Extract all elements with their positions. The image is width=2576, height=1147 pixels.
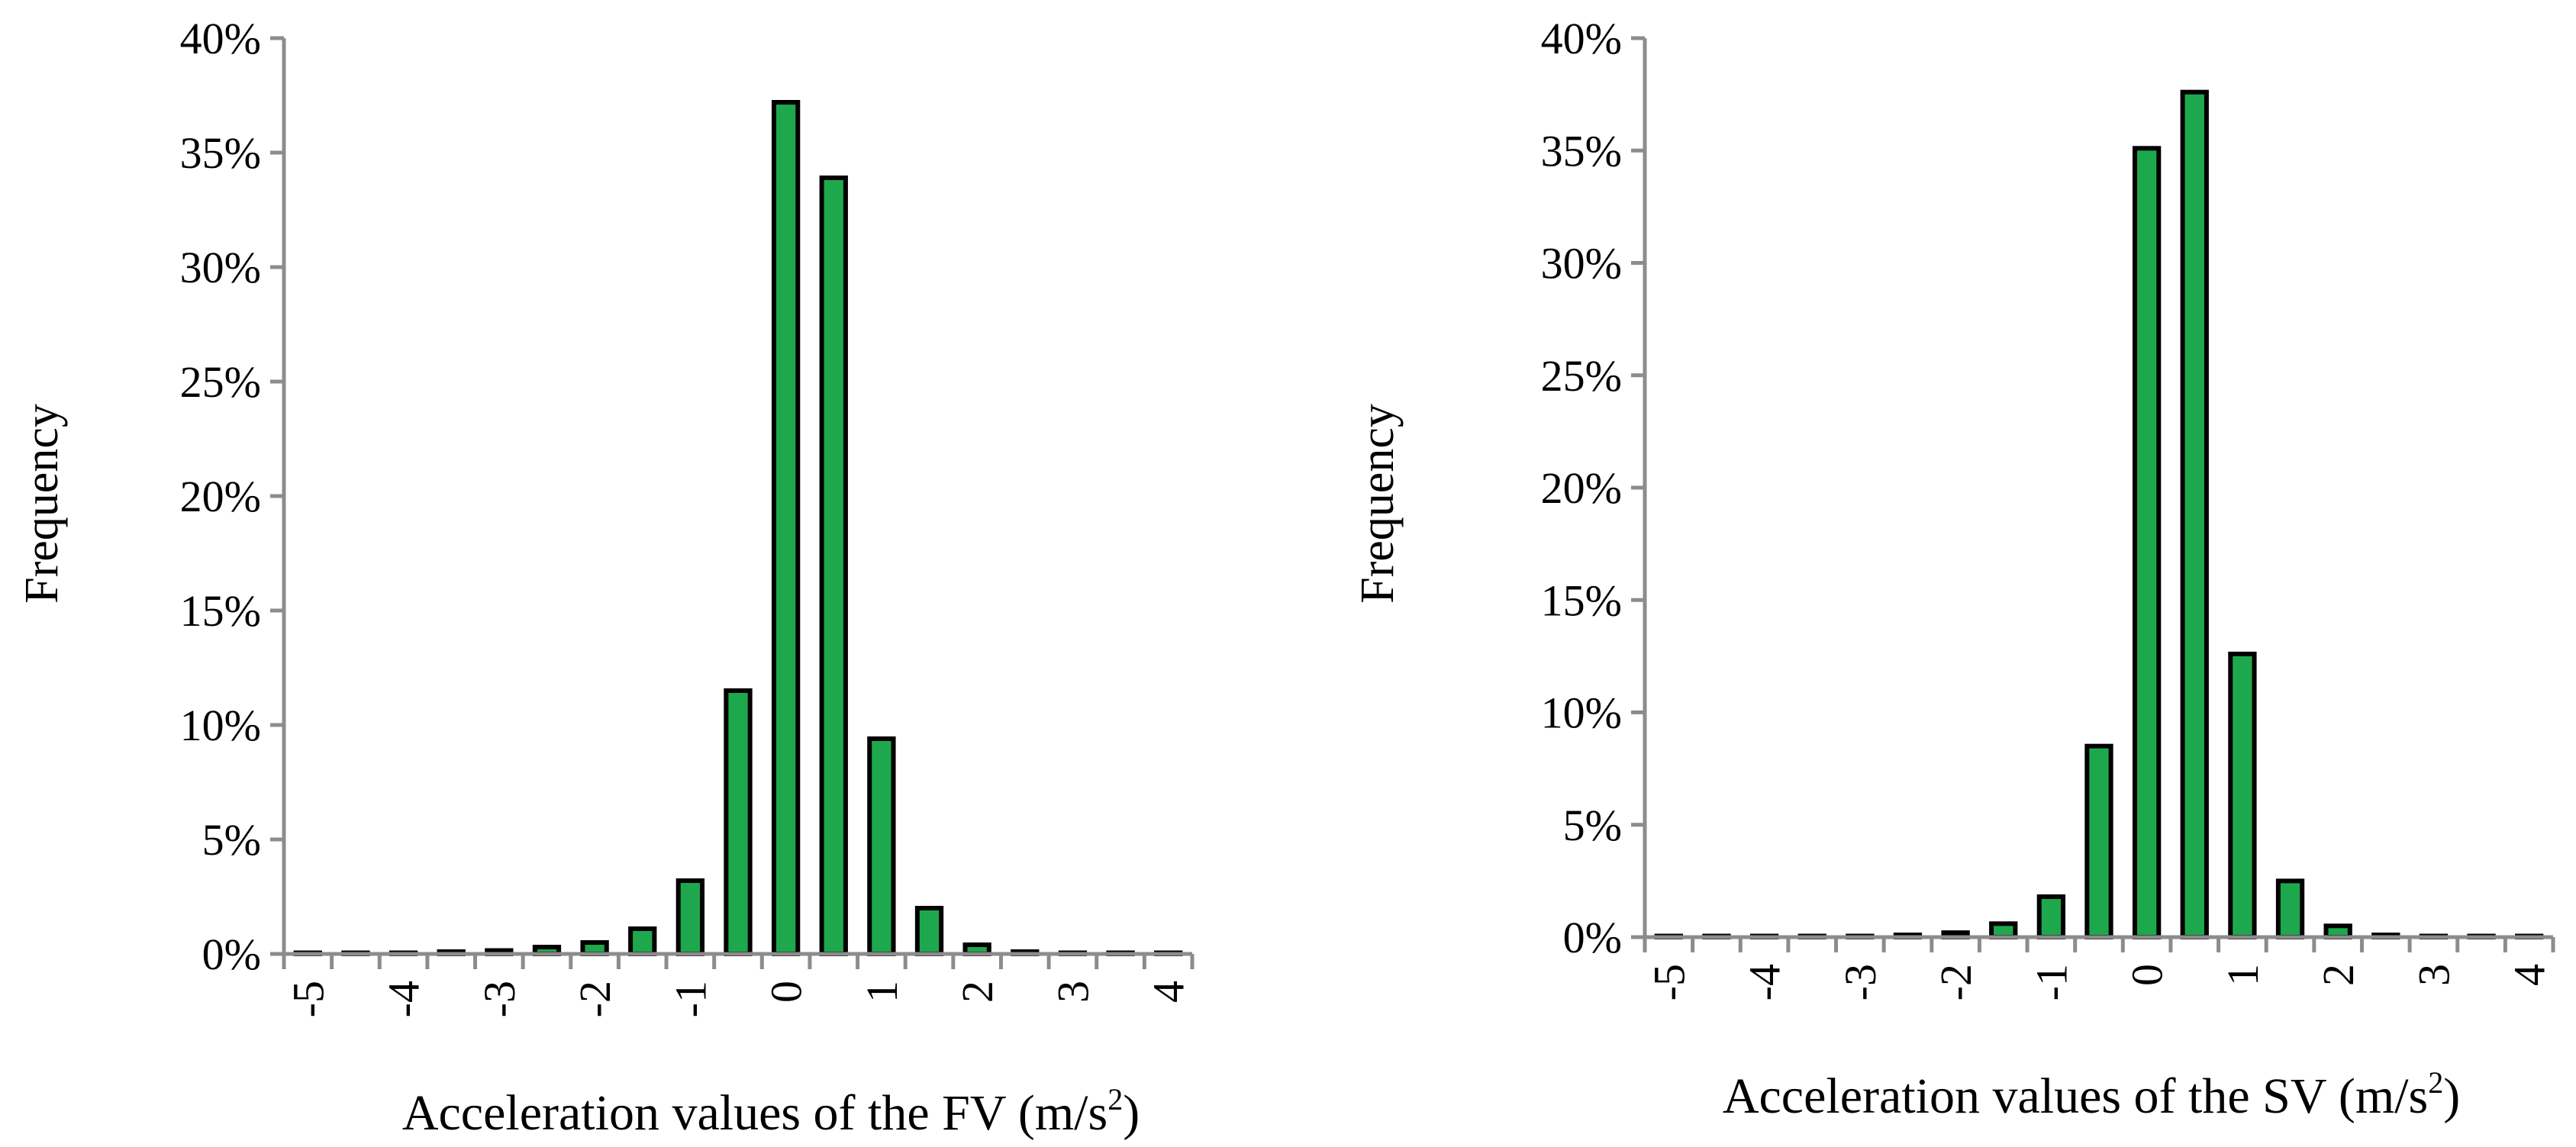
- chart-sv-y-tick-label: 35%: [1541, 126, 1622, 176]
- chart-fv-y-tick-label: 20%: [180, 472, 261, 521]
- chart-fv-y-tick-label: 30%: [180, 243, 261, 292]
- chart-fv-y-tick-label: 35%: [180, 128, 261, 178]
- chart-sv-x-tick-label: -1: [2026, 964, 2076, 1000]
- chart-sv-y-tick-label: 20%: [1541, 463, 1622, 513]
- chart-fv-bar--0.5: [724, 688, 753, 956]
- chart-fv-x-tick-label: -3: [475, 981, 524, 1017]
- chart-fv-x-label: Acceleration values of the FV (m/s2): [402, 1082, 1140, 1141]
- chart-fv-bar--1: [675, 878, 705, 956]
- chart-fv-x-axis: -5 -4 -3 -2 -1 0 1 2 3 4: [282, 952, 1195, 1017]
- chart-fv-y-tick-label: 40%: [180, 14, 261, 63]
- chart-fv-x-tick-label: -4: [379, 981, 429, 1017]
- chart-sv-y-tick-label: 30%: [1541, 239, 1622, 288]
- chart-sv-bar-1.5: [2275, 878, 2305, 939]
- chart-sv-bar-1: [2228, 651, 2257, 939]
- chart-sv-bar--0.5: [2084, 743, 2113, 939]
- chart-sv-y-label: Frequency: [1352, 404, 1404, 604]
- chart-fv-y-axis: 0% 5% 10% 15% 20% 25% 30% 35% 40%: [180, 14, 286, 979]
- chart-fv-x-label-sup: 2: [1107, 1082, 1123, 1116]
- chart-fv-x-tick-label: 2: [953, 981, 1002, 1003]
- chart-sv-x-tick-label: 3: [2409, 964, 2458, 986]
- chart-sv-y-tick-label: 25%: [1541, 351, 1622, 401]
- chart-sv-y-axis: 0% 5% 10% 15% 20% 25% 30% 35% 40%: [1541, 14, 1647, 962]
- chart-sv-y-tick-label: 0%: [1563, 913, 1622, 962]
- chart-fv-y-tick-label: 10%: [180, 701, 261, 750]
- chart-sv-x-label: Acceleration values of the SV (m/s2): [1723, 1065, 2460, 1124]
- chart-fv-x-tick-label: -2: [570, 981, 620, 1017]
- chart-fv-y-tick-label: 25%: [180, 357, 261, 407]
- chart-fv-bar--1.5: [628, 926, 657, 956]
- chart-sv-y-tick-label: 15%: [1541, 575, 1622, 625]
- chart-sv-x-label-end: ): [2443, 1068, 2460, 1124]
- chart-fv-x-label-main: Acceleration values of the FV (m/s: [402, 1085, 1107, 1141]
- chart-sv-bar--1: [2036, 894, 2066, 939]
- chart-sv-x-label-sup: 2: [2428, 1065, 2443, 1100]
- chart-fv-y-tick-label: 15%: [180, 586, 261, 636]
- chart-sv-y-tick-label: 10%: [1541, 688, 1622, 738]
- chart-fv-x-tick-label: -5: [283, 981, 333, 1017]
- chart-sv-y-tick-label: 5%: [1563, 801, 1622, 850]
- chart-sv-bar-0.5: [2180, 89, 2209, 939]
- chart-fv-x-tick-label: 1: [857, 981, 907, 1003]
- chart-sv-x-tick-label: -3: [1836, 964, 1885, 1000]
- chart-sv: 0% 5% 10% 15% 20% 25% 30% 35% 40% -5 -4 -3 -2 -1 0 1 2 3…: [1352, 14, 2555, 1124]
- chart-sv-x-tick-label: 0: [2123, 964, 2172, 986]
- chart-sv-x-tick-label: -4: [1740, 964, 1790, 1000]
- chart-fv-bar-0.5: [819, 176, 848, 956]
- chart-fv-x-tick-label: 4: [1144, 981, 1194, 1003]
- chart-sv-x-tick-label: 1: [2218, 964, 2268, 986]
- chart-fv-bar-1: [867, 736, 896, 956]
- chart-sv-bar--1.5: [1989, 921, 2018, 939]
- chart-sv-x-label-main: Acceleration values of the SV (m/s: [1723, 1068, 2428, 1124]
- chart-fv-x-tick-label: 3: [1048, 981, 1098, 1003]
- chart-sv-x-axis: -5 -4 -3 -2 -1 0 1 2 3 4: [1643, 935, 2555, 1000]
- chart-sv-x-tick-label: 4: [2505, 964, 2555, 986]
- chart-fv: 0% 5% 10% 15% 20% 25% 30% 35% 40% -5 -4 -3 -2 -1 0 1 2 3…: [16, 14, 1195, 1141]
- chart-fv-bar-0: [771, 100, 801, 956]
- chart-sv-bar-0: [2132, 146, 2162, 939]
- chart-sv-y-tick-label: 40%: [1541, 14, 1622, 63]
- chart-fv-bar-1.5: [914, 906, 944, 956]
- chart-sv-x-tick-label: -5: [1644, 964, 1694, 1000]
- chart-fv-y-label: Frequency: [16, 404, 68, 604]
- chart-fv-x-tick-label: 0: [762, 981, 811, 1003]
- chart-fv-y-tick-label: 5%: [202, 815, 261, 865]
- chart-fv-y-tick-label: 0%: [202, 930, 261, 979]
- chart-fv-x-tick-label: -1: [666, 981, 715, 1017]
- chart-sv-x-tick-label: -2: [1931, 964, 1981, 1000]
- chart-sv-x-tick-label: 2: [2313, 964, 2363, 986]
- chart-fv-x-label-end: ): [1123, 1085, 1140, 1141]
